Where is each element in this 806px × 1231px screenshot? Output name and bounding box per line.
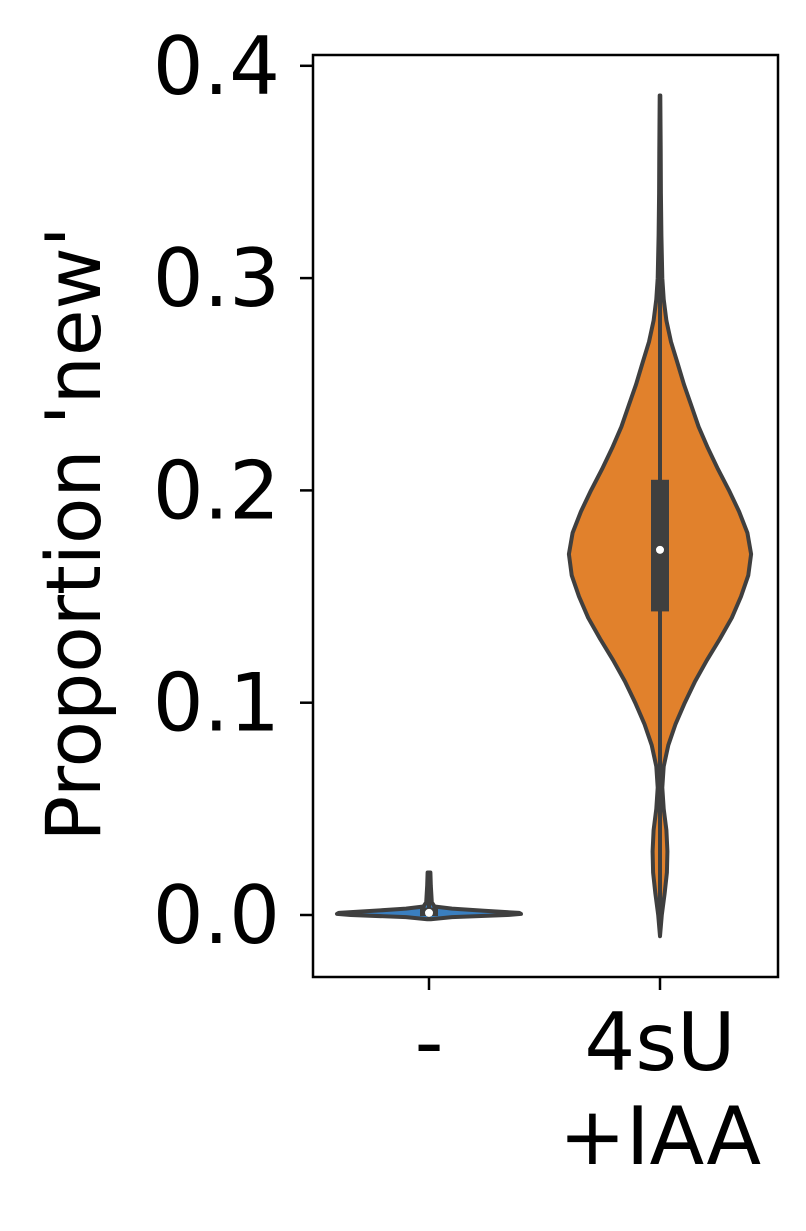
plot-frame <box>311 53 780 979</box>
x-tick-label: 4sU +IAA <box>559 996 762 1183</box>
x-tick-label-line: +IAA <box>559 1090 762 1183</box>
y-tick-label: 0.1 <box>153 657 280 750</box>
y-tick-label: 0.2 <box>153 444 280 537</box>
violin-median-dot <box>425 908 433 917</box>
x-tick-label: - <box>415 996 444 1089</box>
y-tick-label: 0.4 <box>153 20 280 113</box>
y-axis-label: Proportion 'new' <box>29 226 118 841</box>
x-tick-label-line: 4sU <box>584 996 735 1089</box>
x-tick-label-line: - <box>415 996 444 1089</box>
y-axis: 0.0 0.1 0.2 0.3 0.4 <box>153 20 313 962</box>
x-axis: - 4sU +IAA <box>415 977 762 1183</box>
y-tick-label: 0.0 <box>153 869 280 962</box>
violins-layer <box>335 93 754 939</box>
y-tick-label: 0.3 <box>153 232 280 325</box>
violin-box <box>651 479 669 612</box>
violin-median-dot <box>656 545 664 554</box>
